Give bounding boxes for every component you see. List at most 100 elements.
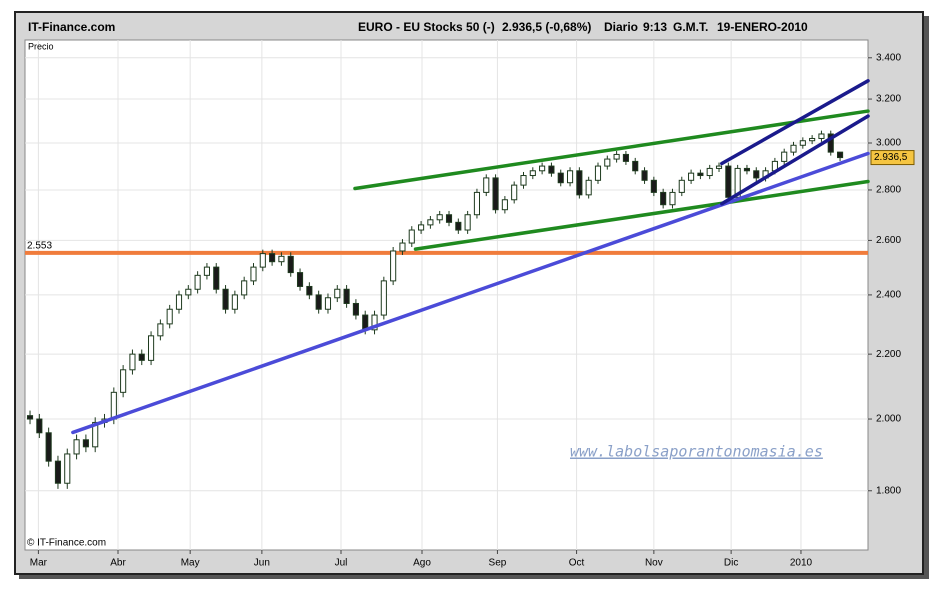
candle-body — [296, 272, 304, 287]
candle-body — [120, 369, 127, 393]
candle-body — [306, 285, 313, 296]
candle-body — [185, 288, 192, 296]
y-label: Precio — [28, 41, 54, 51]
candle-body — [473, 191, 481, 216]
y-tick-label: 3.400 — [876, 52, 901, 63]
candle-body — [231, 294, 238, 310]
candle-body — [380, 280, 387, 316]
candle-body — [734, 167, 741, 198]
candle-body — [315, 294, 322, 310]
candle-body — [278, 255, 285, 263]
candle-body — [539, 165, 546, 172]
x-tick-label: Oct — [569, 558, 585, 569]
candle-body — [594, 165, 602, 181]
candle-body — [753, 170, 760, 179]
candle-body — [455, 221, 462, 231]
x-tick-label: Ago — [413, 558, 431, 569]
candle-body — [706, 167, 713, 177]
candle-body — [632, 160, 639, 172]
time: 9:13 — [643, 20, 667, 34]
candle-body — [334, 288, 341, 299]
candle-body — [483, 177, 490, 193]
zone: G.M.T. — [673, 20, 708, 34]
quote: 2.936,5 (-0,68%) — [502, 20, 591, 34]
candle-body — [26, 415, 34, 420]
period: Diario — [604, 20, 638, 34]
trend-line — [413, 179, 870, 251]
candle-body — [557, 172, 564, 184]
candle-body — [650, 179, 657, 193]
trend-line — [720, 114, 870, 206]
candle-body — [725, 165, 732, 198]
candle-body — [576, 170, 583, 196]
candle-body — [697, 172, 704, 177]
candle-body — [660, 191, 667, 206]
copyright: © IT-Finance.com — [27, 538, 106, 549]
last-price-label: 2.936,5 — [874, 152, 908, 163]
candle-body — [73, 439, 80, 455]
y-tick-label: 2.200 — [876, 349, 901, 360]
x-tick-label: 2010 — [790, 558, 813, 569]
candle-body — [837, 151, 844, 159]
candle-body — [129, 353, 136, 371]
candle-body — [213, 266, 220, 290]
candle-body — [157, 323, 164, 337]
y-tick-label: 3.000 — [876, 138, 901, 149]
date: 19-ENERO-2010 — [717, 20, 808, 34]
instrument: EURO - EU Stocks 50 (-) — [358, 20, 495, 34]
candle-body — [678, 179, 685, 193]
candle-body — [222, 288, 229, 310]
candle-body — [64, 453, 71, 484]
candle-body — [613, 153, 620, 160]
candle-body — [343, 288, 350, 304]
x-tick-label: Abr — [110, 558, 126, 569]
last-price-box — [870, 150, 915, 166]
candle-body — [203, 266, 210, 276]
candle-body — [688, 172, 695, 181]
candle-body — [390, 250, 397, 282]
x-tick-label: Sep — [489, 558, 507, 569]
candle-body — [418, 224, 425, 231]
x-tick-label: Jun — [254, 558, 270, 569]
candle-body — [371, 314, 378, 331]
x-tick-label: Jul — [335, 558, 348, 569]
trend-line — [720, 79, 870, 166]
candle-body — [445, 214, 453, 223]
candle-body — [250, 266, 257, 282]
x-tick-label: Dic — [724, 558, 738, 569]
x-tick-label: Nov — [645, 558, 663, 569]
candle-body — [259, 253, 266, 268]
x-tick-label: May — [181, 558, 200, 569]
trend-line — [353, 109, 870, 191]
candle-body — [194, 274, 201, 290]
candle-body — [287, 255, 294, 274]
candle-body — [427, 219, 434, 226]
candle-body — [715, 165, 723, 169]
candle-body — [464, 214, 471, 231]
candle-body — [669, 191, 676, 206]
watermark: www.labolsaporantonomasia.es — [570, 443, 823, 461]
candle-body — [799, 140, 806, 146]
candle-body — [511, 184, 518, 201]
y-tick-label: 2.800 — [876, 185, 901, 196]
candle-body — [110, 391, 117, 420]
candle-body — [790, 144, 797, 153]
candle-body — [622, 153, 629, 162]
candle-body — [436, 214, 443, 221]
candle-body — [641, 170, 648, 181]
candle-body — [352, 302, 359, 316]
candle-body — [36, 418, 43, 434]
candle-body — [501, 199, 508, 211]
candle-body — [269, 253, 276, 263]
candle-body — [399, 242, 406, 252]
y-tick-label: 2.000 — [876, 414, 901, 425]
candle-body — [827, 133, 834, 153]
candle-body — [92, 421, 99, 448]
candle-body — [54, 460, 62, 484]
candle-body — [818, 133, 825, 139]
candle-body — [492, 177, 499, 211]
candle-body — [548, 165, 555, 174]
x-tick-label: Mar — [30, 558, 48, 569]
trend-line — [71, 151, 870, 435]
